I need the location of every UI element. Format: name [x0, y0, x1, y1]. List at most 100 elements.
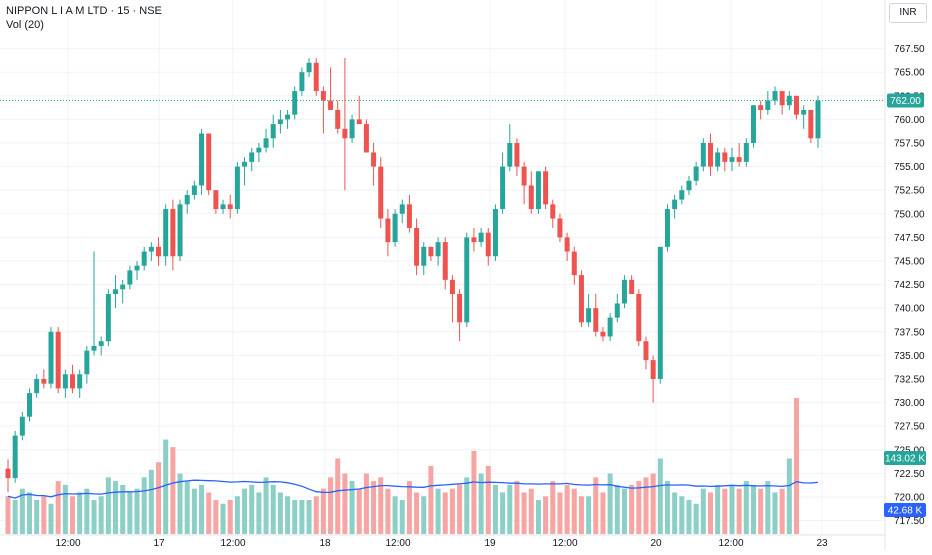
candle — [765, 91, 771, 115]
candle-body — [607, 317, 613, 337]
volume-bar — [564, 484, 570, 534]
price-tick-label: 737.50 — [894, 327, 925, 338]
candle — [657, 246, 663, 384]
candle-body — [378, 166, 384, 219]
volume-bar — [105, 477, 111, 534]
candle — [406, 194, 412, 233]
candle-body — [62, 374, 68, 389]
volume-bar — [227, 500, 233, 534]
price-tick-label: 757.50 — [894, 138, 925, 149]
candle-body — [715, 152, 721, 167]
candle-body — [127, 270, 133, 285]
candle — [5, 459, 11, 493]
candle — [299, 67, 305, 96]
volume-bar — [177, 473, 183, 534]
volume-bar — [700, 488, 706, 534]
last-price-badge-text: 762.00 — [890, 96, 921, 107]
volume-bar — [113, 481, 119, 534]
candle-body — [184, 194, 190, 205]
volume-bar — [528, 488, 534, 534]
candle-body — [392, 213, 398, 243]
price-tick-label: 730.00 — [894, 398, 925, 409]
candle — [571, 246, 577, 285]
volume-bar — [722, 488, 728, 534]
candle-body — [105, 294, 111, 342]
volume-bar — [442, 492, 448, 534]
price-axis[interactable]: 767.50765.00762.50760.00757.50755.00752.… — [884, 0, 925, 550]
symbol-title: NIPPON L I A M LTD · 15 · NSE — [6, 5, 162, 17]
price-tick-label: 765.00 — [894, 68, 925, 79]
volume-bar — [77, 492, 83, 534]
volume-bar — [48, 503, 54, 534]
candle — [378, 157, 384, 228]
candle-body — [442, 242, 448, 280]
candle — [242, 157, 248, 186]
candle — [442, 237, 448, 290]
candle — [686, 176, 692, 195]
candle — [758, 100, 764, 120]
volume-bar — [650, 473, 656, 534]
candle — [392, 209, 398, 247]
candle-body — [335, 109, 341, 129]
volume-bar — [399, 500, 405, 534]
volume-bar — [736, 488, 742, 534]
candle-body — [707, 142, 713, 167]
candle-body — [342, 128, 348, 139]
candle-body — [349, 119, 355, 139]
candle — [84, 345, 90, 384]
candle-body — [449, 279, 455, 295]
candle — [772, 86, 778, 106]
candle — [206, 133, 212, 195]
candle — [227, 194, 233, 219]
candle-body — [478, 232, 484, 243]
volume-bar — [406, 481, 412, 534]
candle — [478, 227, 484, 247]
volume-bar — [657, 458, 663, 534]
candle-body — [227, 204, 233, 210]
volume-bar — [629, 484, 635, 534]
volume-layer — [5, 398, 799, 534]
candle-body — [141, 251, 147, 266]
price-tick-label: 750.00 — [894, 209, 925, 220]
candle — [285, 109, 291, 129]
volume-bar — [586, 496, 592, 534]
candle — [191, 180, 197, 200]
candle-body — [514, 142, 520, 167]
candle-body — [808, 109, 814, 139]
candle-body — [206, 133, 212, 191]
price-tick-label: 752.50 — [894, 186, 925, 197]
volume-bar — [34, 500, 40, 534]
candle — [328, 67, 334, 110]
candle — [550, 199, 556, 228]
candle-body — [306, 62, 312, 73]
candle — [41, 369, 47, 389]
price-tick-label: 722.50 — [894, 469, 925, 480]
candle-body — [492, 209, 498, 257]
volume-indicator-label[interactable]: Vol (20) — [6, 19, 44, 31]
volume-bar — [672, 492, 678, 534]
currency-button[interactable]: INR — [889, 3, 927, 23]
axis-badges: 762.00 143.02 K 42.68 K — [884, 93, 926, 517]
volume-bar — [500, 492, 506, 534]
volume-bar — [148, 469, 154, 534]
candle-body — [41, 378, 47, 384]
volume-bar — [335, 458, 341, 534]
volume-bar — [356, 488, 362, 534]
candle-body — [571, 251, 577, 276]
volume-bar — [213, 500, 219, 534]
candle-body — [12, 435, 18, 479]
candle — [564, 232, 570, 261]
volume-bar — [793, 398, 799, 534]
candle-body — [299, 72, 305, 92]
candle — [557, 213, 563, 243]
candle-body — [292, 91, 298, 115]
time-axis[interactable]: 12:00 17 12:00 18 12:00 19 12:00 20 12:00 23 — [0, 534, 885, 549]
candle — [320, 86, 326, 134]
candle-body — [765, 100, 771, 110]
volume-bar — [478, 473, 484, 534]
price-tick-label: 727.50 — [894, 422, 925, 433]
candle — [421, 242, 427, 276]
candle-body — [328, 100, 334, 110]
volume-bar — [199, 484, 205, 534]
